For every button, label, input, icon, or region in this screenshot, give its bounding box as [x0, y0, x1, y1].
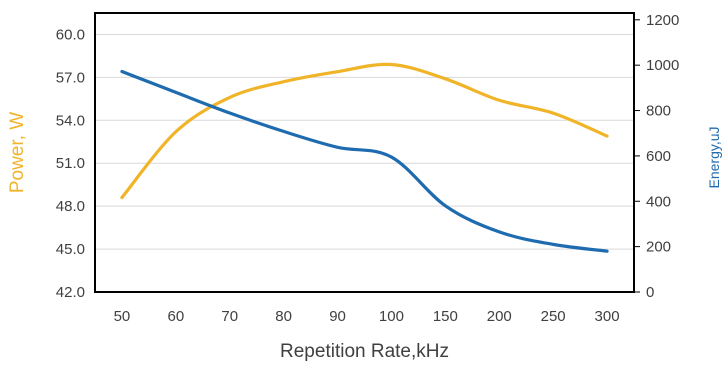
x-tick-label: 80: [275, 308, 292, 325]
left-axis-label: Power, W: [7, 112, 28, 193]
x-tick-label: 300: [595, 308, 620, 325]
right-tick-label: 800: [646, 103, 671, 120]
left-tick-label: 60.0: [56, 26, 85, 43]
right-tick-label: 1000: [646, 57, 679, 74]
x-tick-label: 200: [487, 308, 512, 325]
right-axis-ticks: 0 200 400 600 800 1000 1200: [634, 12, 679, 301]
series-lines: [122, 64, 607, 251]
right-tick-label: 200: [646, 239, 671, 256]
x-tick-label: 70: [221, 308, 238, 325]
left-tick-label: 54.0: [56, 112, 85, 129]
right-tick-label: 400: [646, 193, 671, 210]
left-tick-label: 45.0: [56, 241, 85, 258]
gridlines: [95, 34, 634, 292]
x-axis-label: Repetition Rate,kHz: [280, 341, 449, 362]
energy-series-line: [122, 72, 607, 252]
x-tick-label: 250: [541, 308, 566, 325]
power-series-line: [122, 64, 607, 197]
x-tick-label: 150: [433, 308, 458, 325]
left-tick-label: 48.0: [56, 198, 85, 215]
plot-frame: [95, 13, 634, 292]
x-tick-label: 90: [329, 308, 346, 325]
x-tick-label: 100: [379, 308, 404, 325]
right-tick-label: 1200: [646, 12, 679, 29]
x-tick-label: 50: [114, 308, 131, 325]
left-axis-ticks: 42.0 45.0 48.0 51.0 54.0 57.0 60.0: [56, 26, 85, 301]
x-axis-ticks: 50 60 70 80 90 100 150 200 250 300: [114, 308, 620, 325]
left-tick-label: 51.0: [56, 155, 85, 172]
right-tick-label: 0: [646, 284, 654, 301]
x-tick-label: 60: [168, 308, 185, 325]
right-axis-label: Energy,uJ: [706, 127, 722, 189]
left-tick-label: 42.0: [56, 284, 85, 301]
right-tick-label: 600: [646, 148, 671, 165]
left-tick-label: 57.0: [56, 69, 85, 86]
